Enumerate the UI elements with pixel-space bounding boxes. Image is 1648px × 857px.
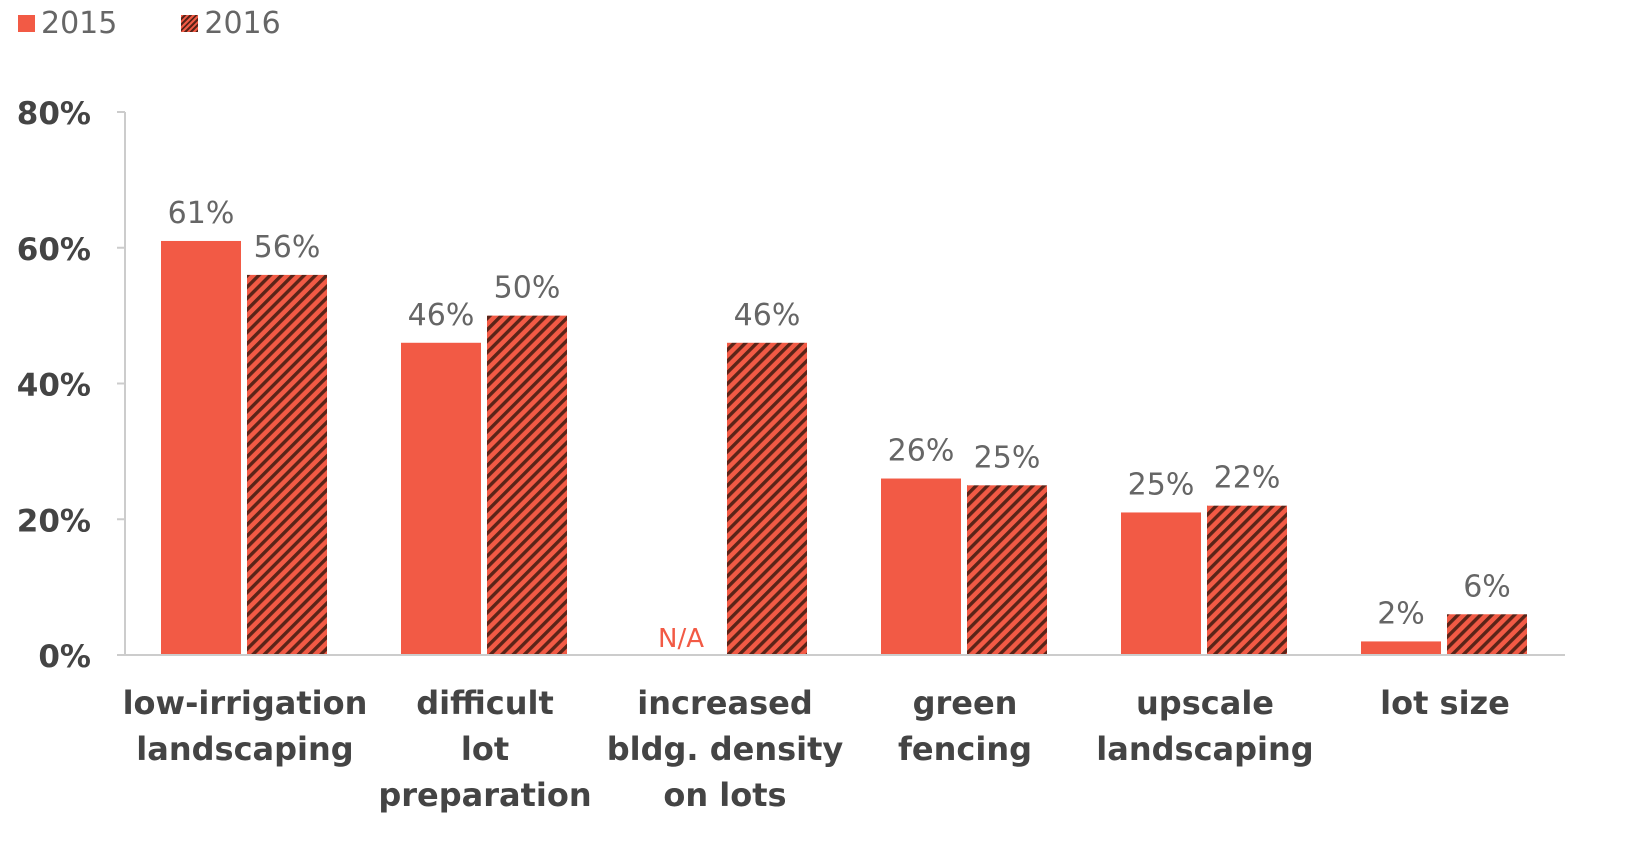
bar-2016-3 xyxy=(967,485,1047,655)
data-label-2016-0: 56% xyxy=(254,230,321,265)
bar-2016-1 xyxy=(487,315,567,655)
legend-item-2016: 2016 xyxy=(181,6,281,41)
data-label-2016-4: 22% xyxy=(1214,461,1281,496)
x-tick-label: landscaping xyxy=(1096,730,1313,768)
y-tick-label: 40% xyxy=(17,368,91,404)
data-label-2016-1: 50% xyxy=(494,271,561,306)
bar-2015-5 xyxy=(1361,641,1441,655)
bar-2016-4 xyxy=(1207,505,1287,655)
data-label-2015-5: 2% xyxy=(1377,596,1425,631)
x-tick-label: green xyxy=(913,684,1018,722)
y-tick-label: 20% xyxy=(17,503,91,539)
bar-2015-4 xyxy=(1121,512,1201,655)
x-tick-label: landscaping xyxy=(136,730,353,768)
x-tick-label: on lots xyxy=(663,776,786,814)
y-tick-label: 60% xyxy=(17,232,91,268)
legend-swatch-2016 xyxy=(181,15,199,32)
x-tick-label: low-irrigation xyxy=(123,684,368,722)
bar-2016-2 xyxy=(727,342,807,655)
x-tick-label: fencing xyxy=(898,730,1032,768)
legend: 2015 2016 xyxy=(18,6,345,41)
bar-2015-0 xyxy=(161,240,241,655)
legend-swatch-2015 xyxy=(18,15,35,32)
bar-2016-0 xyxy=(247,274,327,655)
data-label-2015-1: 46% xyxy=(408,298,475,333)
data-label-2015-4: 25% xyxy=(1128,467,1195,502)
x-tick-label: bldg. density xyxy=(607,730,844,768)
legend-label-2015: 2015 xyxy=(41,6,118,41)
x-tick-label: increased xyxy=(637,684,812,722)
x-tick-label: preparation xyxy=(378,776,591,814)
x-tick-label: lot xyxy=(461,730,509,768)
data-label-2015-3: 26% xyxy=(888,434,955,469)
legend-label-2016: 2016 xyxy=(204,6,281,41)
y-tick-label: 80% xyxy=(17,96,91,132)
bar-2015-3 xyxy=(881,478,961,655)
data-label-2016-5: 6% xyxy=(1463,569,1511,604)
x-tick-label: difficult xyxy=(416,684,554,722)
bar-2015-1 xyxy=(401,342,481,655)
data-label-2016-2: 46% xyxy=(734,298,801,333)
data-label-2016-3: 25% xyxy=(974,440,1041,475)
data-label-2015-0: 61% xyxy=(168,196,235,231)
x-tick-label: upscale xyxy=(1136,684,1274,722)
y-tick-label: 0% xyxy=(38,639,91,675)
legend-item-2015: 2015 xyxy=(18,6,117,41)
x-tick-label: lot size xyxy=(1380,684,1510,722)
na-label-2015-2: N/A xyxy=(658,624,704,654)
bar-2016-5 xyxy=(1447,614,1527,655)
